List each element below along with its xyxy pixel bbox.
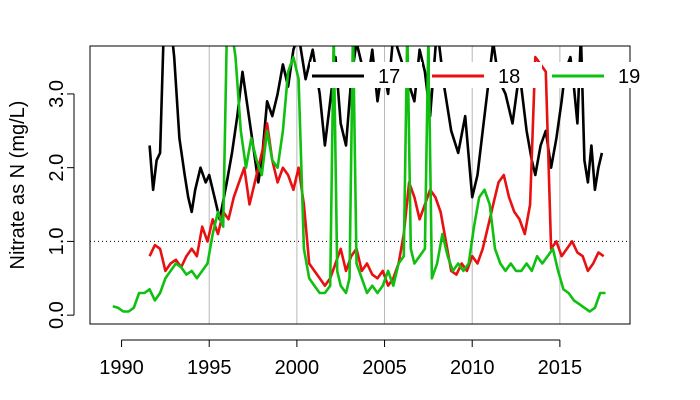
series-line-19 <box>112 46 606 313</box>
y-tick-label: 2.0 <box>46 154 68 182</box>
y-tick-label: 0.0 <box>46 301 68 329</box>
series-layer <box>112 46 606 313</box>
legend: 17 18 19 <box>310 62 662 88</box>
legend-label-19: 19 <box>618 66 640 88</box>
y-tick-label: 3.0 <box>46 80 68 108</box>
legend-label-18: 18 <box>498 66 520 88</box>
x-tick-label: 2000 <box>275 357 320 379</box>
x-tick-label: 1990 <box>99 357 144 379</box>
grid-layer <box>90 46 630 324</box>
series-line-18 <box>148 55 605 288</box>
plot-frame <box>89 45 631 325</box>
y-tick-label: 1.0 <box>46 228 68 256</box>
x-tick-label: 1995 <box>187 357 232 379</box>
legend-label-17: 17 <box>378 66 400 88</box>
axis-layer: 1990 1995 2000 2005 2010 2015 0.0 1.0 2.0 3.0 <box>46 80 582 379</box>
y-axis-title: Nitrate as N (mg/L) <box>7 101 29 270</box>
x-tick-label: 2015 <box>538 357 583 379</box>
x-tick-label: 2010 <box>450 357 495 379</box>
x-tick-label: 2005 <box>362 357 407 379</box>
